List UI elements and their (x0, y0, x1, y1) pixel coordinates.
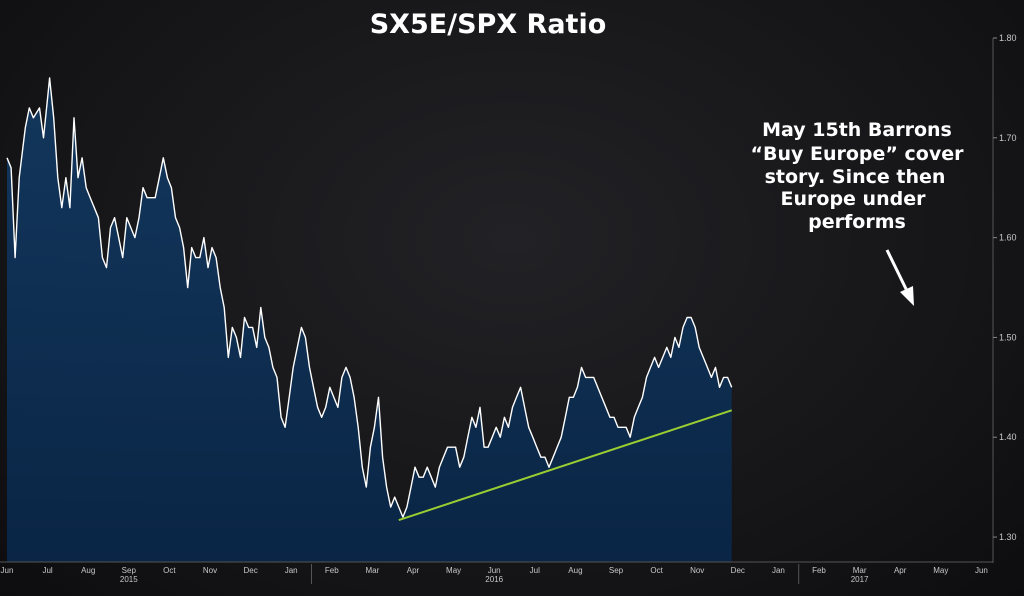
x-tick-label: Sep (122, 566, 137, 575)
axes: 1.80 1.70 1.60 1.50 1.40 1.30 Jun Jul Aug Sep Oct N… (0, 33, 1017, 584)
x-tick-label: Jul (42, 566, 52, 575)
x-tick-label: Jun (975, 566, 988, 575)
annotation-arrow (885, 249, 914, 306)
annotation-line-4: Europe under (781, 188, 927, 210)
x-tick-label: May (933, 566, 948, 575)
y-tick-label: 1.40 (999, 432, 1017, 442)
x-year-label: 2015 (120, 575, 138, 584)
series-area (7, 77, 732, 563)
x-year-label: 2016 (485, 575, 503, 584)
series-line (6, 77, 733, 518)
annotation-line-3: story. Since then (765, 166, 946, 188)
annotation-line-5: performs (808, 211, 906, 233)
annotation-line-1: May 15th Barrons (762, 119, 952, 141)
x-tick-label: Oct (163, 566, 176, 575)
x-tick-label: Mar (853, 566, 867, 575)
annotation-line-2: “Buy Europe” cover (751, 143, 965, 165)
y-tick-label: 1.60 (999, 233, 1017, 243)
x-tick-label: Jun (488, 566, 501, 575)
x-tick-label: Apr (407, 566, 420, 575)
x-tick-label: Jan (285, 566, 298, 575)
x-tick-label: Nov (690, 566, 704, 575)
x-tick-label: Jun (1, 566, 14, 575)
x-tick-label: Feb (325, 566, 339, 575)
y-tick-label: 1.50 (999, 332, 1017, 342)
x-tick-label: Feb (812, 566, 826, 575)
x-tick-label: Dec (731, 566, 745, 575)
x-year-label: 2017 (851, 575, 869, 584)
x-tick-label: Apr (894, 566, 907, 575)
y-tick-label: 1.30 (999, 532, 1017, 542)
x-tick-label: Jan (772, 566, 785, 575)
x-tick-label: Aug (81, 566, 95, 575)
x-tick-label: Oct (650, 566, 663, 575)
x-tick-label: Jul (530, 566, 540, 575)
plot-area (6, 77, 733, 563)
chart-title: SX5E/SPX Ratio (370, 9, 607, 40)
x-tick-label: Sep (609, 566, 624, 575)
trendline (398, 409, 733, 522)
x-tick-label: Dec (243, 566, 257, 575)
y-tick-label: 1.80 (999, 33, 1017, 43)
x-tick-label: Aug (568, 566, 582, 575)
x-tick-label: Mar (366, 566, 380, 575)
x-tick-label: Nov (203, 566, 217, 575)
x-tick-label: May (446, 566, 461, 575)
y-tick-label: 1.70 (999, 133, 1017, 143)
